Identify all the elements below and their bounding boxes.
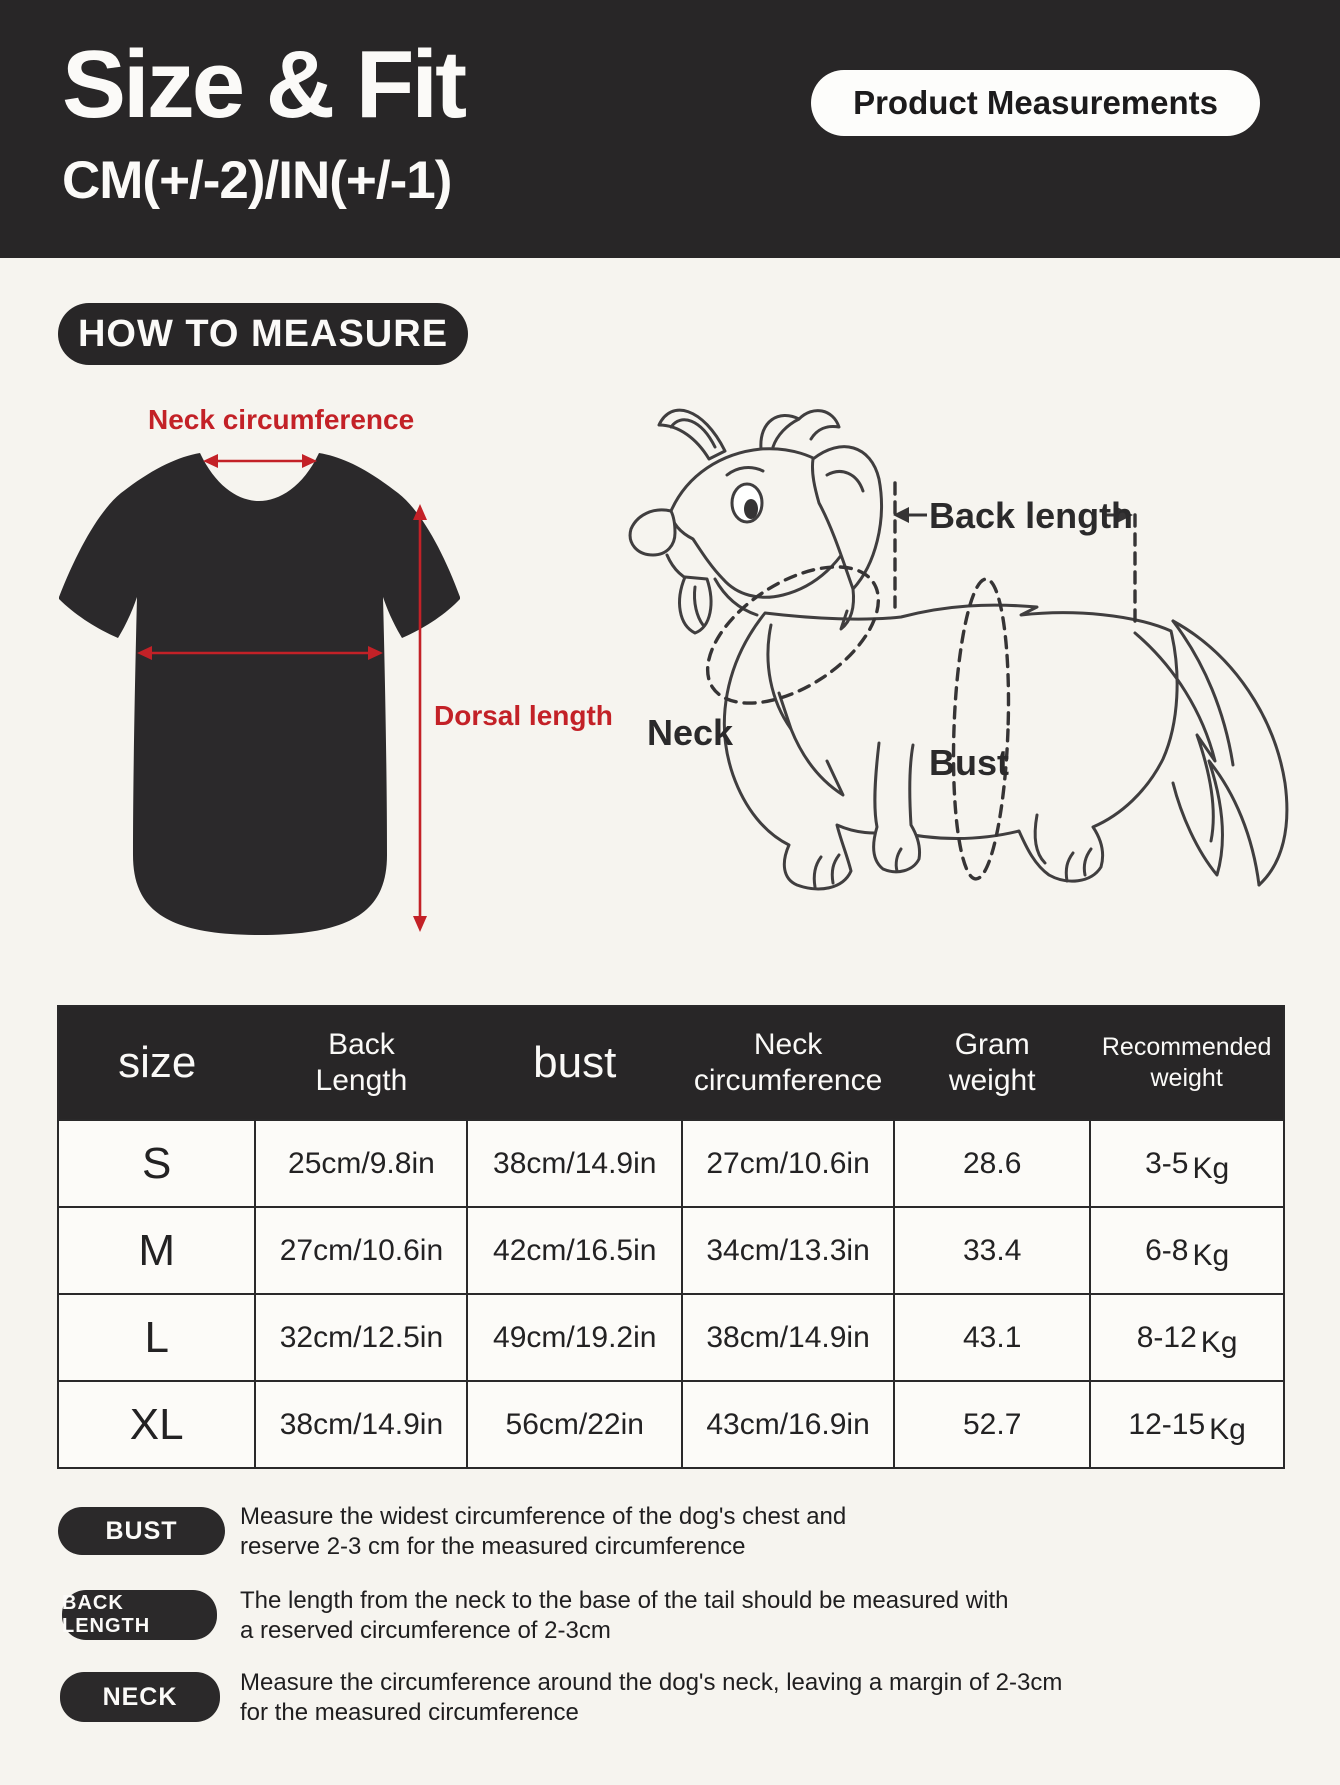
legend-bust-label: BUST (105, 1516, 178, 1545)
dog-nose (628, 508, 677, 557)
cell-size: M (56, 1206, 257, 1295)
tshirt-measure-diagram (59, 453, 460, 935)
dog-ear-pointed (657, 408, 727, 461)
cell-recommended-weight: 8-12 Kg (1089, 1293, 1285, 1382)
size-table: size Back Length bust Neck circumference… (56, 1005, 1285, 1469)
col-header-gram-weight: Gram weight (948, 1028, 1036, 1097)
bust-arrow (137, 646, 383, 660)
dog-crown-tuft (759, 414, 801, 451)
cell-back-length: 27cm/10.6in (254, 1206, 469, 1295)
dog-hip-fur (1133, 631, 1217, 843)
dog-neck-label: Neck (647, 712, 734, 753)
legend-bust-description: Measure the widest circumference of the … (240, 1503, 847, 1560)
size-table-header-row: size Back Length bust Neck circumference… (58, 1006, 1284, 1120)
cell-gram-weight: 28.6 (893, 1119, 1092, 1208)
dog-tail (1171, 619, 1289, 887)
cell-bust: 42cm/16.5in (466, 1206, 684, 1295)
cell-bust: 38cm/14.9in (466, 1119, 684, 1208)
dog-pupil (744, 499, 758, 519)
cell-neck: 43cm/16.9in (681, 1380, 896, 1469)
cell-back-length: 32cm/12.5in (254, 1293, 469, 1382)
legend-neck-badge: NECK (60, 1672, 220, 1722)
dog-chest-fur (766, 623, 845, 797)
table-row-s: S 25cm/9.8in 38cm/14.9in 27cm/10.6in 28.… (56, 1119, 1285, 1208)
product-measurements-label: Product Measurements (853, 84, 1218, 121)
cell-size: S (56, 1119, 257, 1208)
dog-head (628, 408, 883, 635)
how-to-measure-badge: HOW TO MEASURE (58, 303, 468, 365)
dog-paw-toes (812, 847, 1093, 889)
cell-size: XL (56, 1380, 257, 1469)
cell-neck: 34cm/13.3in (681, 1206, 896, 1295)
legend-back-length-label: BACK LENGTH (62, 1592, 151, 1637)
legend-neck-label: NECK (102, 1682, 178, 1711)
dog-back-length-label: Back length (929, 495, 1133, 536)
dog-measure-diagram: Back length Neck Bust (628, 408, 1289, 891)
col-header-recommended-weight: Recommended weight (1101, 1033, 1272, 1092)
dog-body (722, 603, 1179, 891)
col-header-size: size (118, 1038, 197, 1087)
dorsal-length-arrow (413, 504, 427, 932)
shirt-neck-circumference-label: Neck circumference (148, 404, 415, 435)
tshirt-shape (59, 453, 460, 935)
cell-neck: 38cm/14.9in (681, 1293, 896, 1382)
product-measurements-badge: Product Measurements (811, 70, 1260, 136)
legend-back-length-badge: BACK LENGTH (62, 1590, 217, 1640)
shirt-dorsal-length-label: Dorsal length (434, 700, 613, 731)
cell-gram-weight: 33.4 (893, 1206, 1092, 1295)
legend-back-length-description: The length from the neck to the base of … (240, 1587, 1009, 1644)
cell-bust: 56cm/22in (466, 1380, 684, 1469)
cell-recommended-weight: 3-5 Kg (1089, 1119, 1285, 1208)
legend-bust-badge: BUST (58, 1507, 225, 1555)
cell-neck: 27cm/10.6in (681, 1119, 896, 1208)
dog-back-length-guides (893, 481, 1137, 623)
cell-recommended-weight: 12-15 Kg (1089, 1380, 1285, 1469)
legend-neck-description: Measure the circumference around the dog… (240, 1669, 1063, 1726)
tolerance-note: CM(+/-2)/IN(+/-1) (62, 151, 452, 210)
dog-bust-dashed-ellipse (951, 577, 1011, 881)
dog-ear-floppy (811, 445, 883, 591)
how-to-measure-label: HOW TO MEASURE (77, 312, 449, 355)
dog-bust-label: Bust (929, 742, 1009, 783)
col-header-bust: bust (533, 1038, 617, 1087)
col-header-back-length: Back Length (315, 1028, 408, 1097)
cell-gram-weight: 52.7 (893, 1380, 1092, 1469)
cell-gram-weight: 43.1 (893, 1293, 1092, 1382)
table-row-l: L 32cm/12.5in 49cm/19.2in 38cm/14.9in 43… (56, 1293, 1285, 1382)
cell-recommended-weight: 6-8 Kg (1089, 1206, 1285, 1295)
cell-size: L (56, 1293, 257, 1382)
page-title: Size & Fit (62, 31, 467, 138)
dog-far-legs (872, 741, 1047, 874)
cell-back-length: 25cm/9.8in (254, 1119, 469, 1208)
dog-neck-dashed-ellipse (705, 565, 881, 705)
col-header-neck: Neck circumference (693, 1028, 883, 1097)
table-row-m: M 27cm/10.6in 42cm/16.5in 34cm/13.3in 33… (56, 1206, 1285, 1295)
neck-circumference-arrow (203, 454, 317, 468)
cell-bust: 49cm/19.2in (466, 1293, 684, 1382)
table-row-xl: XL 38cm/14.9in 56cm/22in 43cm/16.9in 52.… (56, 1380, 1285, 1469)
cell-back-length: 38cm/14.9in (254, 1380, 469, 1469)
